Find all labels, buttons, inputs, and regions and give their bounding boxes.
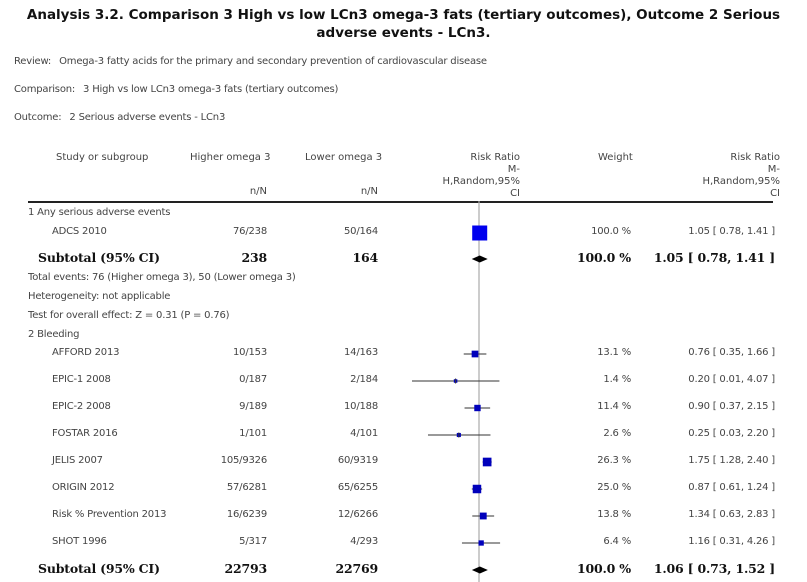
header-higher-unit: n/N [249,186,267,197]
study-risk-ratio: 1.16 [ 0.31, 4.26 ] [688,536,775,547]
header-rr-plot-line4: CI [510,188,520,199]
study-risk-ratio: 1.75 [ 1.28, 2.40 ] [688,455,775,466]
outcome-line: Outcome: 2 Serious adverse events - LCn3 [14,112,225,123]
study-weight: 13.1 % [597,347,631,358]
header-rule [28,201,773,203]
review-label: Review: [14,56,52,67]
subtotal-risk-ratio: 1.06 [ 0.73, 1.52 ] [653,561,775,576]
header-risk-ratio-plot: Risk Ratio M- H,Random,95% CI [420,152,520,200]
study-lower-events: 10/188 [344,401,378,412]
study-higher-events: 10/153 [233,347,267,358]
study-risk-ratio: 0.76 [ 0.35, 1.66 ] [688,347,775,358]
header-weight: Weight [598,152,633,163]
comparison-value: 3 High vs low LCn3 omega-3 fats (tertiar… [83,84,339,95]
subgroup-label: 2 Bleeding [28,329,80,340]
subtotal-weight: 100.0 % [577,250,631,265]
point-estimate-square [482,457,492,467]
study-risk-ratio: 0.90 [ 0.37, 2.15 ] [688,401,775,412]
header-higher: Higher omega 3 [190,152,271,163]
point-estimate-square [472,484,482,494]
study-risk-ratio: 1.05 [ 0.78, 1.41 ] [688,226,775,237]
outcome-value: 2 Serious adverse events - LCn3 [69,112,226,123]
subgroup-note: Total events: 76 (Higher omega 3), 50 (L… [28,272,296,283]
header-rr-text-line1: Risk Ratio [730,152,780,163]
header-study: Study or subgroup [56,152,149,163]
study-name: FOSTAR 2016 [52,428,118,439]
header-rr-text-line2: M- [767,164,780,175]
study-name: Risk % Prevention 2013 [52,509,167,520]
study-higher-events: 57/6281 [226,482,267,493]
study-higher-events: 76/238 [233,226,267,237]
study-risk-ratio: 0.25 [ 0.03, 2.20 ] [688,428,775,439]
subgroup-label: 1 Any serious adverse events [28,207,171,218]
header-rr-plot-line2: M- [507,164,520,175]
review-line: Review: Omega-3 fatty acids for the prima… [14,56,487,67]
subtotal-weight: 100.0 % [577,561,631,576]
study-name: SHOT 1996 [52,536,107,547]
header-rr-plot-line3: H,Random,95% [442,176,520,187]
study-risk-ratio: 1.34 [ 0.63, 2.83 ] [688,509,775,520]
comparison-line: Comparison: 3 High vs low LCn3 omega-3 fa… [14,84,338,95]
study-lower-events: 14/163 [344,347,378,358]
study-higher-events: 16/6239 [226,509,267,520]
subtotal-diamond [471,255,488,263]
study-higher-events: 105/9326 [220,455,268,466]
study-higher-events: 0/187 [239,374,267,385]
study-weight: 100.0 % [591,226,631,237]
header-lower-unit: n/N [360,186,378,197]
study-lower-events: 60/9319 [337,455,378,466]
study-lower-events: 12/6266 [337,509,378,520]
study-weight: 6.4 % [603,536,631,547]
study-name: EPIC-2 2008 [52,401,111,412]
study-weight: 25.0 % [597,482,631,493]
point-estimate-square [474,404,481,412]
subtotal-lower: 164 [352,250,379,265]
subtotal-label: Subtotal (95% CI) [38,250,160,265]
study-risk-ratio: 0.20 [ 0.01, 4.07 ] [688,374,775,385]
study-lower-events: 65/6255 [337,482,378,493]
point-estimate-square [479,512,487,520]
subtotal-label: Subtotal (95% CI) [38,561,160,576]
point-estimate-square [471,350,479,358]
subtotal-diamond [471,566,488,574]
study-lower-events: 50/164 [344,226,378,237]
header-risk-ratio-text: Risk Ratio M- H,Random,95% CI [680,152,780,200]
study-weight: 2.6 % [603,428,631,439]
subtotal-higher: 22793 [224,561,268,576]
subgroup-note: Heterogeneity: not applicable [28,291,171,302]
subtotal-higher: 238 [241,250,268,265]
study-name: JELIS 2007 [52,455,103,466]
study-name: EPIC-1 2008 [52,374,111,385]
analysis-title: Analysis 3.2. Comparison 3 High vs low L… [26,7,781,41]
header-lower: Lower omega 3 [305,152,383,163]
study-lower-events: 4/101 [350,428,378,439]
subtotal-risk-ratio: 1.05 [ 0.78, 1.41 ] [653,250,775,265]
study-higher-events: 1/101 [239,428,267,439]
study-higher-events: 5/317 [239,536,267,547]
study-lower-events: 4/293 [350,536,378,547]
header-rr-text-line4: CI [770,188,780,199]
point-estimate-square [472,225,488,241]
study-name: ORIGIN 2012 [52,482,115,493]
study-higher-events: 9/189 [239,401,267,412]
study-weight: 26.3 % [597,455,631,466]
header-rr-text-line3: H,Random,95% [702,176,780,187]
study-risk-ratio: 0.87 [ 0.61, 1.24 ] [688,482,775,493]
study-lower-events: 2/184 [350,374,378,385]
study-weight: 11.4 % [597,401,631,412]
study-weight: 1.4 % [603,374,631,385]
header-rr-plot-line1: Risk Ratio [470,152,520,163]
study-weight: 13.8 % [597,509,631,520]
review-value: Omega-3 fatty acids for the primary and … [59,56,487,67]
subgroup-note: Test for overall effect: Z = 0.31 (P = 0… [28,310,230,321]
point-estimate-square [478,540,484,546]
study-name: AFFORD 2013 [52,347,120,358]
subtotal-lower: 22769 [335,561,379,576]
comparison-label: Comparison: [14,84,76,95]
outcome-label: Outcome: [14,112,62,123]
study-name: ADCS 2010 [52,226,107,237]
